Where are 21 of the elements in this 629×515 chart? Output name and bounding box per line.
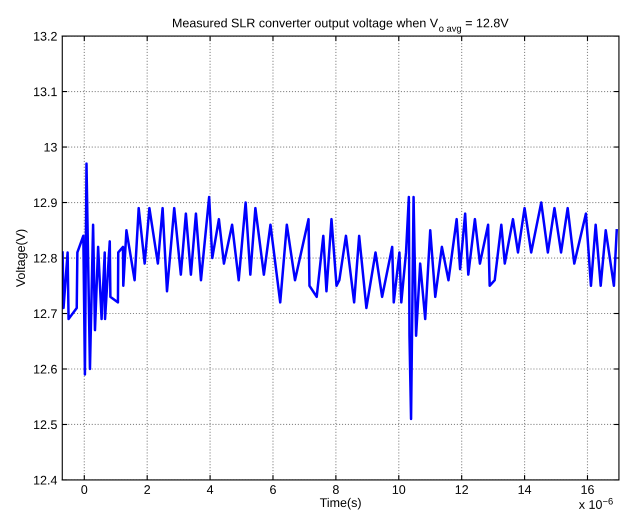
- x-tick-label: 12: [456, 485, 468, 494]
- y-tick-label: 13.1: [34, 87, 57, 96]
- x-axis-title: Time(s): [320, 498, 361, 510]
- y-tick-label: 12.6: [34, 364, 57, 374]
- y-tick-label: 12.7: [34, 309, 57, 318]
- y-tick-label: 12.8: [34, 254, 57, 263]
- y-tick-label: 13.2: [34, 32, 57, 41]
- y-tick-label: 12.5: [34, 420, 57, 430]
- y-tick-label: 13: [44, 142, 57, 152]
- y-axis-title: Voltage(V): [16, 230, 28, 288]
- y-tick-label: 12.9: [34, 198, 57, 208]
- x-tick-label: 2: [144, 485, 150, 494]
- x-tick-label: 16: [581, 485, 594, 494]
- x-tick-label: 6: [270, 485, 276, 494]
- y-tick-label: 12.4: [34, 476, 58, 485]
- x-tick-label: 8: [332, 485, 339, 494]
- x-tick-label: 10: [392, 485, 406, 494]
- line-series: [62, 162, 618, 420]
- x-tick-label: 0: [81, 485, 88, 494]
- x-tick-label: 14: [518, 485, 532, 494]
- x-tick-label: 4: [206, 485, 214, 494]
